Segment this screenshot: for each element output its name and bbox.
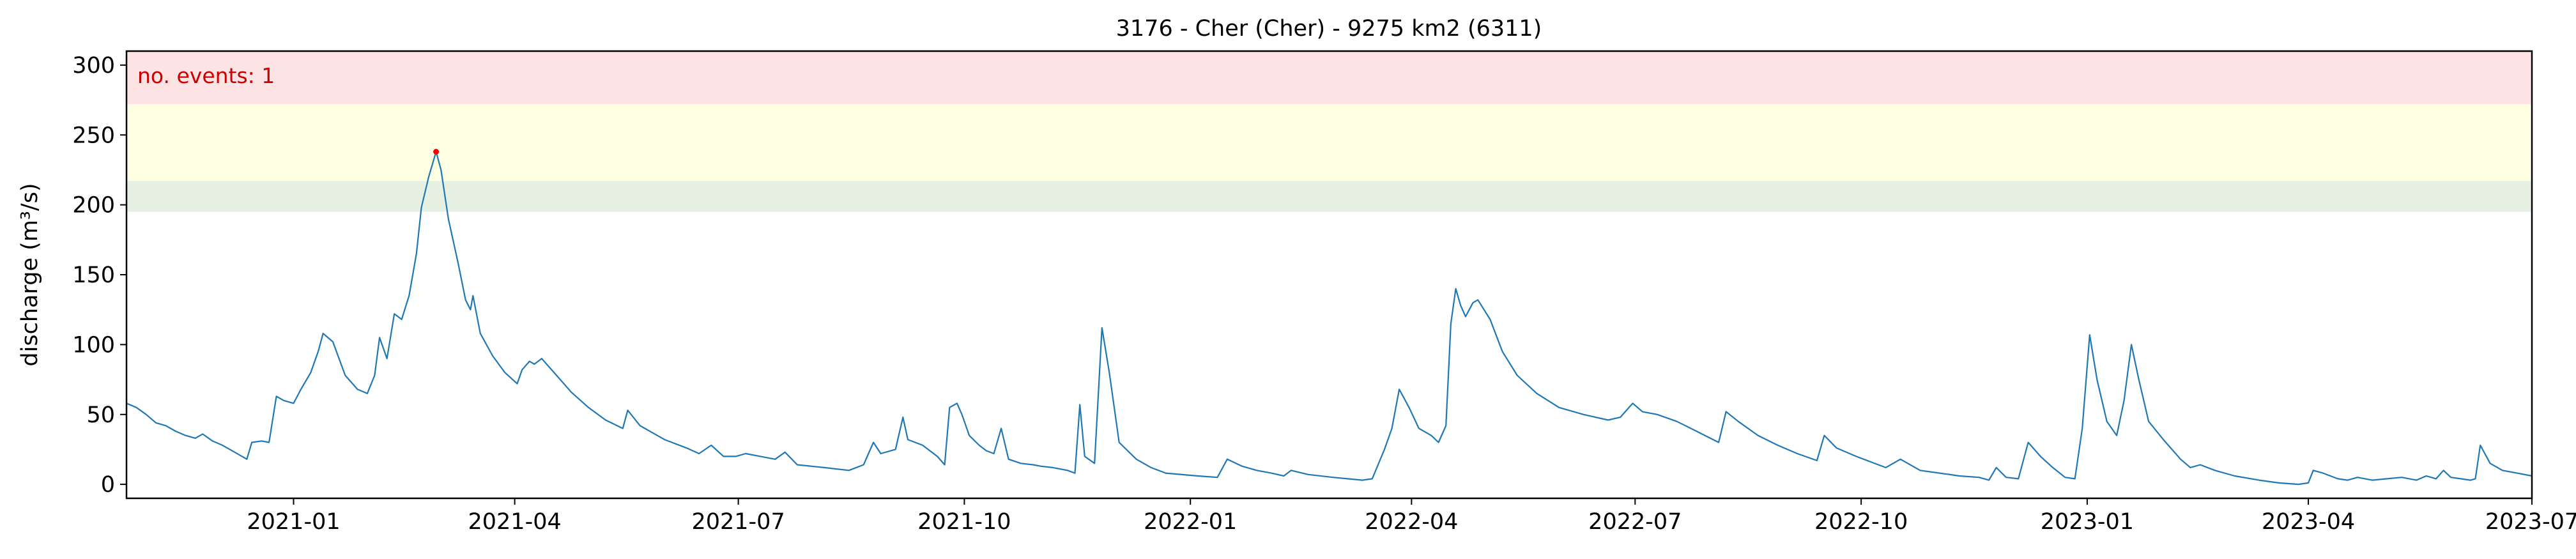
event-count-annotation: no. events: 1 <box>137 63 275 88</box>
peak-event-marker <box>433 149 440 155</box>
x-tick-label: 2023-01 <box>2041 509 2134 535</box>
y-tick-label: 150 <box>72 263 115 288</box>
y-tick-label: 0 <box>101 472 115 498</box>
x-tick-label: 2021-01 <box>247 509 340 535</box>
x-axis: 2021-01 2021-04 2021-07 2021-10 2022-01 2022-… <box>247 498 2576 535</box>
y-axis: 0 50 100 150 200 250 300 <box>72 53 126 498</box>
x-tick-label: 2021-10 <box>917 509 1011 535</box>
threshold-bands <box>126 51 2532 212</box>
event-markers <box>433 149 440 155</box>
x-tick-label: 2021-04 <box>468 509 562 535</box>
y-tick-label: 100 <box>72 332 115 358</box>
y-tick-label: 50 <box>86 402 115 428</box>
chart-title: 3176 - Cher (Cher) - 9275 km2 (6311) <box>1116 16 1542 42</box>
x-tick-label: 2023-07 <box>2485 509 2576 535</box>
y-tick-label: 200 <box>72 193 115 218</box>
x-tick-label: 2023-04 <box>2262 509 2355 535</box>
x-tick-label: 2022-01 <box>1144 509 1237 535</box>
threshold-band-0 <box>126 181 2532 212</box>
x-tick-label: 2022-04 <box>1365 509 1458 535</box>
y-axis-label: discharge (m³/s) <box>17 183 43 366</box>
y-tick-label: 300 <box>72 53 115 79</box>
series-layer <box>126 151 2533 486</box>
threshold-band-2 <box>126 51 2532 105</box>
threshold-band-1 <box>126 104 2532 181</box>
x-tick-label: 2022-07 <box>1588 509 1682 535</box>
series-line-0 <box>126 151 2533 486</box>
y-tick-label: 250 <box>72 123 115 148</box>
x-tick-label: 2021-07 <box>691 509 785 535</box>
x-tick-label: 2022-10 <box>1814 509 1908 535</box>
